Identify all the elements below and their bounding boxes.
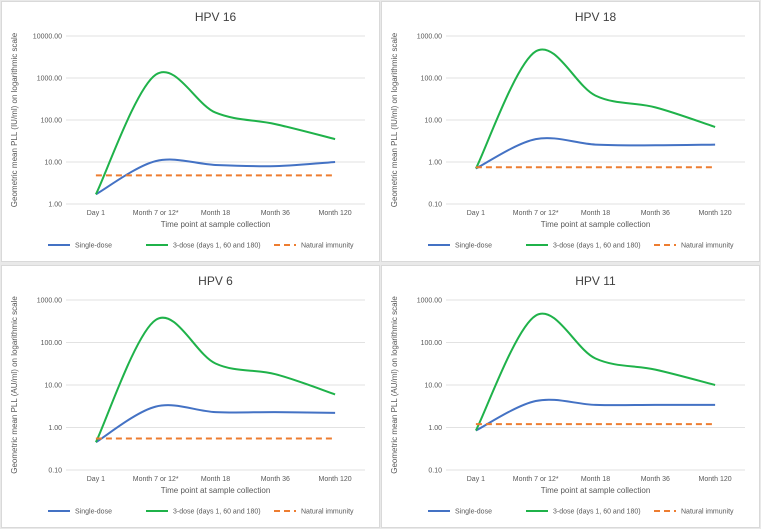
series-line-three-dose xyxy=(475,48,716,169)
chart-title: HPV 18 xyxy=(575,10,617,24)
y-tick-label: 1000.00 xyxy=(417,298,442,305)
y-tick-label: 0.10 xyxy=(428,468,442,475)
chart-svg: HPV 18 0.10 1.00 10.00 100.00 1000.00 Day 1 Mon… xyxy=(390,10,745,250)
x-tick-label: Month 120 xyxy=(699,210,732,217)
y-tick-label: 100.00 xyxy=(421,76,443,83)
y-tick-label: 10.00 xyxy=(44,160,62,167)
series-line-single-dose xyxy=(475,137,716,170)
x-axis-label: Time point at sample collection xyxy=(161,220,271,229)
y-tick-label: 1.00 xyxy=(428,425,442,432)
legend-label-three-dose: 3-dose (days 1, 60 and 180) xyxy=(173,509,261,516)
legend-label-three-dose: 3-dose (days 1, 60 and 180) xyxy=(173,243,261,250)
chart-title: HPV 6 xyxy=(198,274,233,288)
y-tick-label: 100.00 xyxy=(41,118,63,125)
legend-label-single-dose: Single-dose xyxy=(75,243,112,250)
chart-title: HPV 11 xyxy=(575,274,616,288)
x-tick-label: Month 120 xyxy=(699,476,732,483)
y-tick-label: 1000.00 xyxy=(417,34,442,41)
legend-label-natural-immunity: Natural immunity xyxy=(681,243,734,250)
x-tick-label: Month 18 xyxy=(581,210,610,217)
y-tick-label: 0.10 xyxy=(428,202,442,209)
y-tick-label: 1000.00 xyxy=(37,298,62,305)
x-tick-label: Day 1 xyxy=(467,476,485,483)
x-tick-label: Month 18 xyxy=(581,476,610,483)
x-tick-label: Month 36 xyxy=(641,476,670,483)
series-line-single-dose xyxy=(475,398,716,432)
series-line-three-dose xyxy=(95,316,336,443)
series-line-three-dose xyxy=(475,312,716,431)
legend-label-single-dose: Single-dose xyxy=(455,243,492,250)
legend-label-three-dose: 3-dose (days 1, 60 and 180) xyxy=(553,509,641,516)
x-tick-label: Month 18 xyxy=(201,476,230,483)
series-line-single-dose xyxy=(95,158,336,196)
legend-label-natural-immunity: Natural immunity xyxy=(301,509,354,516)
y-axis-label: Geometric mean PLL (AU/ml) on logarithmi… xyxy=(10,296,19,474)
y-tick-label: 10.00 xyxy=(44,383,62,390)
chart-svg: HPV 6 0.10 1.00 10.00 100.00 1000.00 Day 1 Mont… xyxy=(10,274,365,516)
legend-label-natural-immunity: Natural immunity xyxy=(301,243,354,250)
x-axis-label: Time point at sample collection xyxy=(541,486,651,495)
x-tick-label: Month 36 xyxy=(261,210,290,217)
y-tick-label: 1.00 xyxy=(48,202,62,209)
x-tick-label: Month 36 xyxy=(641,210,670,217)
y-tick-label: 100.00 xyxy=(421,340,443,347)
y-axis-label: Geometric mean PLL (AU/ml) on logarithmi… xyxy=(390,296,399,474)
x-tick-label: Month 36 xyxy=(261,476,290,483)
x-axis-label: Time point at sample collection xyxy=(541,220,651,229)
x-tick-label: Day 1 xyxy=(467,210,485,217)
y-tick-label: 100.00 xyxy=(41,340,63,347)
x-axis-label: Time point at sample collection xyxy=(161,486,271,495)
x-tick-label: Month 120 xyxy=(319,210,352,217)
x-tick-label: Day 1 xyxy=(87,476,105,483)
chart-panel-hpv18: HPV 18 0.10 1.00 10.00 100.00 1000.00 Day 1 Mon… xyxy=(381,1,760,262)
legend-label-three-dose: 3-dose (days 1, 60 and 180) xyxy=(553,243,641,250)
series-line-single-dose xyxy=(95,404,336,444)
legend-label-single-dose: Single-dose xyxy=(455,509,492,516)
x-tick-label: Month 7 or 12* xyxy=(133,476,179,483)
legend-label-single-dose: Single-dose xyxy=(75,509,112,516)
y-tick-label: 1000.00 xyxy=(37,76,62,83)
y-tick-label: 10.00 xyxy=(424,383,442,390)
legend-label-natural-immunity: Natural immunity xyxy=(681,509,734,516)
y-tick-label: 1.00 xyxy=(48,425,62,432)
series-line-three-dose xyxy=(95,71,336,195)
y-axis-label: Geometric mean PLL (IU/ml) on logarithmi… xyxy=(10,32,19,207)
y-axis-label: Geometric mean PLL (IU/ml) on logarithmi… xyxy=(390,32,399,207)
y-tick-label: 10.00 xyxy=(424,118,442,125)
chart-panel-hpv11: HPV 11 0.10 1.00 10.00 100.00 1000.00 Day 1 Mon… xyxy=(381,265,760,528)
chart-title: HPV 16 xyxy=(195,10,237,24)
x-tick-label: Month 18 xyxy=(201,210,230,217)
chart-panel-hpv16: HPV 16 1.00 10.00 100.00 1000.00 10000.00 Day … xyxy=(1,1,380,262)
x-tick-label: Month 7 or 12* xyxy=(513,210,559,217)
chart-svg: HPV 11 0.10 1.00 10.00 100.00 1000.00 Day 1 Mon… xyxy=(390,274,745,516)
chart-panel-hpv6: HPV 6 0.10 1.00 10.00 100.00 1000.00 Day 1 Mont… xyxy=(1,265,380,528)
x-tick-label: Month 7 or 12* xyxy=(513,476,559,483)
x-tick-label: Day 1 xyxy=(87,210,105,217)
chart-svg: HPV 16 1.00 10.00 100.00 1000.00 10000.00 Day … xyxy=(10,10,365,250)
y-tick-label: 0.10 xyxy=(48,468,62,475)
x-tick-label: Month 7 or 12* xyxy=(133,210,179,217)
y-tick-label: 10000.00 xyxy=(33,34,62,41)
x-tick-label: Month 120 xyxy=(319,476,352,483)
y-tick-label: 1.00 xyxy=(428,160,442,167)
